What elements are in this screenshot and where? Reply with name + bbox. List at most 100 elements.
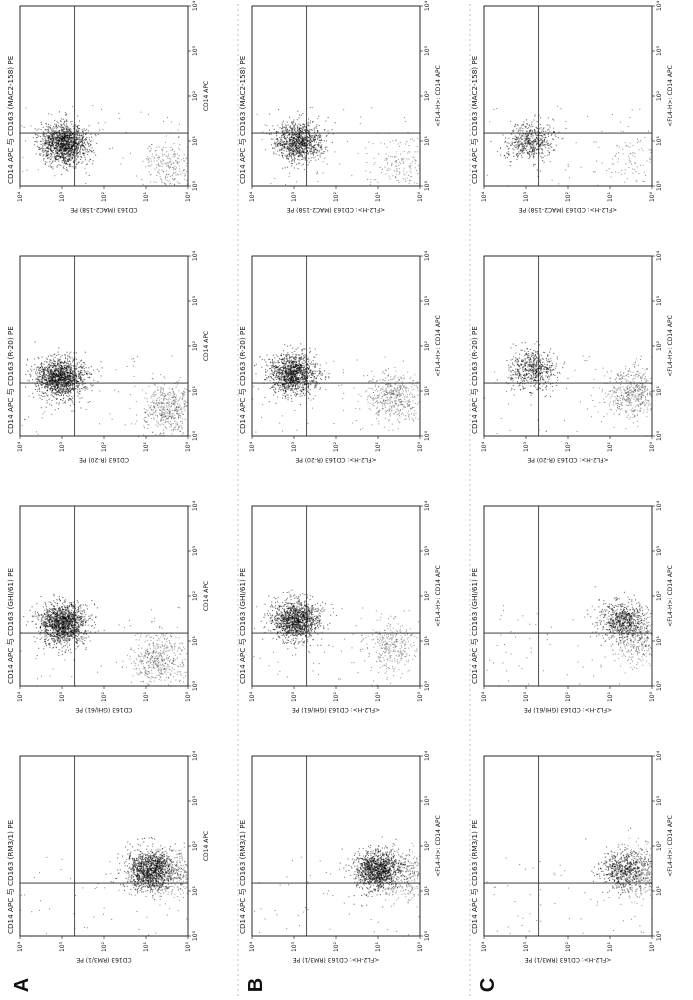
data-point	[179, 404, 180, 405]
data-point	[66, 627, 67, 628]
data-point	[46, 148, 47, 149]
data-point	[138, 645, 139, 646]
data-point	[59, 373, 60, 374]
data-point	[64, 607, 65, 608]
data-point	[41, 129, 42, 130]
data-point	[59, 372, 60, 373]
data-point	[163, 636, 164, 637]
data-point	[76, 366, 77, 367]
data-point	[88, 367, 89, 368]
data-point	[43, 371, 44, 372]
data-point	[85, 157, 86, 158]
data-point	[57, 385, 58, 386]
data-point	[57, 133, 58, 134]
data-point	[184, 173, 185, 174]
data-point	[83, 644, 84, 645]
data-point	[34, 141, 35, 142]
data-point	[170, 635, 171, 636]
data-point	[35, 613, 36, 614]
data-point	[167, 415, 168, 416]
data-point	[48, 126, 49, 127]
data-point	[51, 163, 52, 164]
data-point	[147, 424, 148, 425]
data-point	[32, 379, 33, 380]
data-point	[65, 140, 66, 141]
data-point	[71, 411, 72, 412]
data-point	[60, 152, 61, 153]
data-point	[72, 357, 73, 358]
data-point	[171, 122, 172, 123]
data-point	[160, 419, 161, 420]
data-point	[151, 662, 152, 663]
data-point	[154, 661, 155, 662]
data-point	[159, 672, 160, 673]
data-point	[145, 653, 146, 654]
data-point	[70, 129, 71, 130]
data-point	[162, 159, 163, 160]
data-point	[52, 395, 53, 396]
data-point	[157, 405, 158, 406]
data-point	[46, 614, 47, 615]
data-point	[88, 146, 89, 147]
data-point	[49, 127, 50, 128]
data-point	[79, 362, 80, 363]
data-point	[54, 370, 55, 371]
data-point	[76, 375, 77, 376]
data-point	[78, 376, 79, 377]
data-point	[147, 651, 148, 652]
data-point	[53, 392, 54, 393]
data-point	[145, 641, 146, 642]
data-point	[60, 165, 61, 166]
data-point	[77, 389, 78, 390]
data-point	[145, 650, 146, 651]
data-point	[179, 162, 180, 163]
data-point	[62, 141, 63, 142]
data-point	[151, 414, 152, 415]
data-point	[152, 154, 153, 155]
data-point	[37, 381, 38, 382]
data-point	[156, 161, 157, 162]
data-point	[42, 145, 43, 146]
data-point	[82, 643, 83, 644]
data-point	[175, 426, 176, 427]
data-point	[166, 405, 167, 406]
data-point	[77, 364, 78, 365]
data-point	[50, 385, 51, 386]
data-point	[78, 141, 79, 142]
data-point	[59, 141, 60, 142]
data-point	[53, 359, 54, 360]
data-point	[168, 395, 169, 396]
data-point	[64, 600, 65, 601]
data-point	[90, 374, 91, 375]
data-point	[35, 342, 36, 343]
data-point	[165, 142, 166, 143]
data-point	[174, 173, 175, 174]
data-point	[58, 161, 59, 162]
data-point	[151, 174, 152, 175]
data-point	[49, 601, 50, 602]
data-point	[80, 149, 81, 150]
data-point	[149, 645, 150, 646]
data-point	[63, 124, 64, 125]
data-point	[172, 395, 173, 396]
data-point	[133, 358, 134, 359]
data-point	[46, 152, 47, 153]
data-point	[68, 630, 69, 631]
data-point	[152, 660, 153, 661]
data-point	[50, 145, 51, 146]
data-point	[79, 374, 80, 375]
panel-title: CD14 APC 与 CD163 (R-20) PE	[6, 326, 15, 434]
data-point	[59, 613, 60, 614]
data-point	[166, 645, 167, 646]
data-point	[48, 158, 49, 159]
y-tick-label: 10⁴	[17, 191, 24, 202]
data-point	[182, 421, 183, 422]
data-point	[56, 374, 57, 375]
data-point	[85, 364, 86, 365]
data-point	[130, 153, 131, 154]
data-point	[159, 662, 160, 663]
data-point	[168, 672, 169, 673]
data-point	[150, 181, 151, 182]
data-point	[49, 378, 50, 379]
data-point	[78, 385, 79, 386]
